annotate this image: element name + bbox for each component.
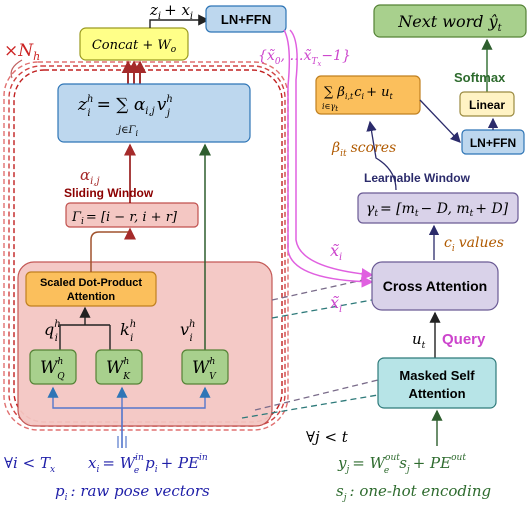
- gamma-window-formula: Γi = [i − r, i + r]: [71, 210, 178, 227]
- head-output-formula: zh i = ∑ αi,j vh j: [77, 94, 173, 119]
- linear-label: Linear: [469, 98, 505, 112]
- head-output-box: [57, 83, 251, 143]
- sdpa-to-gamma-arrow: [90, 227, 136, 272]
- sdpa-label-line1: Scaled Dot-Product: [40, 277, 142, 289]
- wq-box: [29, 349, 77, 385]
- pose-vectors-label: pi: raw pose vectors: [55, 482, 210, 503]
- learnable-window-box: [357, 192, 519, 224]
- decoder-input-equation: yj = Wout e sj + PEout: [337, 453, 466, 476]
- decoder-lnffn-label: LN+FFN: [470, 136, 516, 150]
- q-label: qh i: [44, 319, 61, 344]
- cross-attention-label: Cross Attention: [383, 278, 487, 294]
- encoder-lnffn-box: [205, 5, 287, 33]
- encoder-lnffn-label: LN+FFN: [221, 12, 271, 27]
- concat-to-lnffn-arrow: [149, 14, 210, 28]
- sliding-window-label: Sliding Window: [64, 186, 154, 200]
- k-label: kh i: [120, 319, 136, 344]
- masked-self-attention-line2: Attention: [408, 386, 465, 401]
- query-label: Query: [442, 331, 486, 348]
- learnable-window-label: Learnable Window: [364, 171, 471, 185]
- next-word-label: Next word ŷt: [397, 12, 502, 34]
- masked-self-attention-line1: Masked Self: [399, 368, 475, 383]
- softmax-label: Softmax: [454, 70, 506, 85]
- encoder-output-to-cross-arrow-1: [289, 29, 374, 280]
- one-hot-label: sj: one-hot encoding: [336, 482, 491, 503]
- u-t-label: ut: [412, 330, 426, 351]
- cross-attention-box: [371, 261, 499, 311]
- wk-box: [95, 349, 143, 385]
- encoder-input-equation: xi = Win e pi + PEin: [88, 453, 208, 476]
- input-fanout-arrows: [47, 386, 211, 448]
- wk-label: Wh K: [106, 357, 131, 382]
- window-to-beta-arrow: [366, 120, 397, 191]
- concat-box: [79, 27, 189, 61]
- beta-sum-range: i∈γt: [322, 102, 338, 113]
- beta-scores-label: βit scores: [331, 140, 396, 159]
- beta-sum-formula: ∑ βi,tci + ut: [324, 85, 394, 101]
- masked-self-attention-box: [377, 357, 497, 409]
- v-label: vh i: [180, 319, 196, 344]
- q-branch-line: [59, 324, 110, 350]
- wq-label: Wh Q: [40, 357, 65, 382]
- xtilde-label-lower: x̃i: [330, 293, 342, 315]
- decoder-condition: ∀j < t: [306, 428, 349, 446]
- wv-box: [181, 349, 229, 385]
- alpha-label: αi,j: [80, 166, 100, 187]
- encoder-output-to-cross-arrow-2: [283, 29, 374, 288]
- encoder-output-expr: zi + xi: [149, 1, 193, 22]
- wv-label: Wh V: [192, 357, 217, 382]
- encoder-output-seq: {x̃0, …x̃Tx−1}: [258, 48, 351, 68]
- beta-to-lnffn-arrow: [419, 99, 461, 143]
- linear-box: [459, 91, 515, 117]
- beta-sum-box: [315, 75, 421, 115]
- encoder-condition: ∀i < Tx: [4, 454, 55, 475]
- head-output-sum-range: j∈Γi: [116, 125, 138, 138]
- gamma-window-box: [65, 202, 199, 228]
- sdpa-label-line2: Attention: [67, 291, 116, 303]
- head-repeat-label: ×Nh: [4, 41, 40, 63]
- repeat-bracket: [10, 59, 23, 79]
- c-values-label: ci values: [444, 235, 504, 254]
- xtilde-label-upper: x̃i: [330, 241, 342, 263]
- next-word-box: [373, 4, 527, 38]
- learnable-window-formula: γt = [mt − D, mt + D]: [366, 201, 509, 219]
- concat-label: Concat + Wo: [92, 38, 177, 55]
